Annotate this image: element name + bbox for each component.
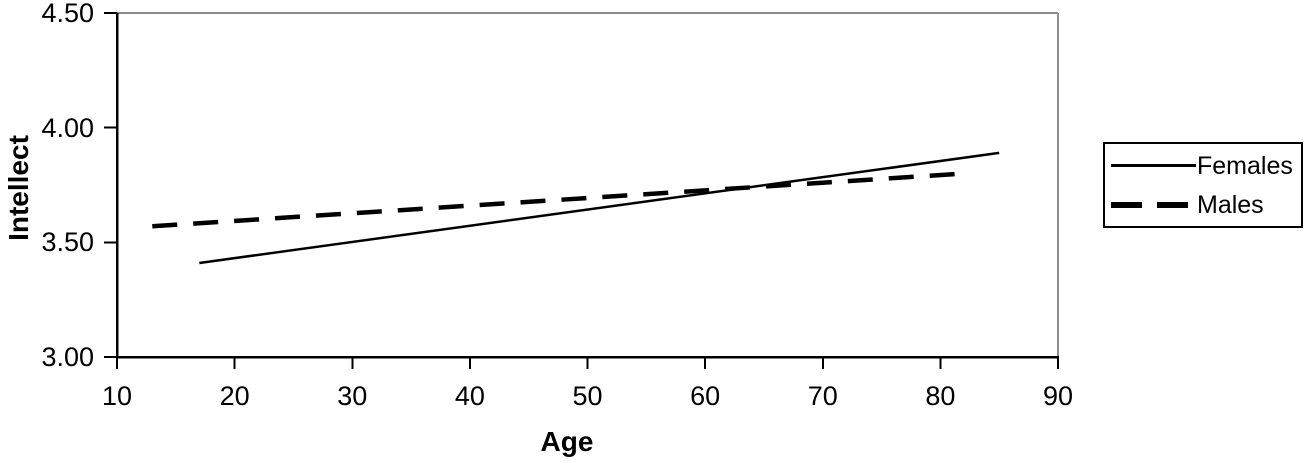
- x-axis-title: Age: [540, 426, 594, 457]
- series-line-males: [152, 171, 965, 229]
- y-tick-label: 4.50: [41, 0, 94, 28]
- x-tick-label: 60: [690, 381, 721, 411]
- x-tick-label: 70: [807, 381, 838, 411]
- y-tick-label: 4.00: [41, 112, 94, 143]
- x-tick-label: 10: [101, 381, 133, 411]
- dash-segment: [1157, 201, 1188, 208]
- legend-label-males: Males: [1197, 190, 1264, 219]
- legend-item-females: Females: [1105, 151, 1301, 181]
- x-tick-label: 50: [572, 381, 603, 411]
- x-tick-label: 90: [1042, 381, 1074, 411]
- legend: Females Males: [1103, 142, 1303, 228]
- series-line-females: [199, 151, 1000, 265]
- x-tick-label: 40: [454, 381, 485, 411]
- x-tick-label: 20: [219, 381, 250, 411]
- y-tick-label: 3.50: [41, 227, 94, 258]
- legend-label-females: Females: [1197, 151, 1293, 180]
- dash-segment: [1111, 201, 1142, 208]
- y-tick-label: 3.00: [41, 342, 94, 372]
- x-tick-label: 80: [925, 381, 956, 411]
- x-tick-label: 30: [337, 381, 368, 411]
- males-dashed-line-swatch: [1111, 201, 1188, 208]
- legend-item-males: Males: [1105, 190, 1301, 220]
- females-solid-line-swatch: [1111, 164, 1196, 167]
